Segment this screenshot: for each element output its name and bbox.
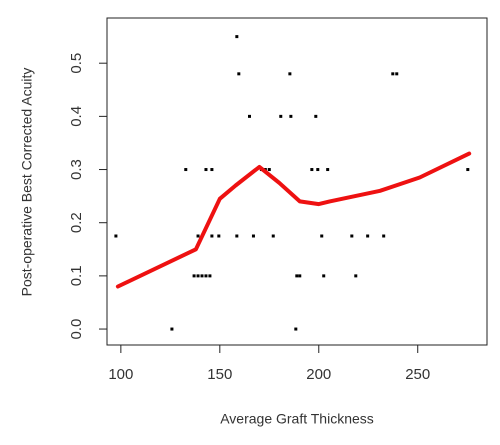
x-tick-label: 100 [108,366,133,383]
data-point [114,234,118,238]
data-point [289,114,293,118]
data-point [316,168,320,172]
data-point [210,234,214,238]
data-point [391,72,395,76]
data-point [204,274,208,278]
y-tick-label: 0.0 [68,319,85,340]
data-point [217,234,221,238]
data-point [210,168,214,172]
data-point [279,114,283,118]
data-point [294,327,298,331]
data-point [248,114,251,118]
smooth-line [115,151,472,289]
y-tick-label: 0.5 [68,53,85,74]
data-point [298,274,302,278]
data-point [251,234,255,238]
data-point [395,72,399,76]
y-tick-label: 0.4 [68,106,85,127]
data-point [184,168,188,172]
data-point [196,274,200,278]
data-point [170,327,174,331]
x-tick-label: 150 [207,366,232,383]
data-point [235,234,239,238]
x-tick-label: 250 [405,366,430,383]
data-point [310,168,314,172]
data-point [354,274,358,278]
data-point [196,234,200,238]
y-axis-title: Post-operative Best Corrected Acuity [19,68,35,297]
data-point [204,168,208,172]
data-point [320,234,324,238]
data-point [208,274,212,278]
data-point [366,234,370,238]
data-point [235,35,239,39]
data-point [200,274,204,278]
data-point [382,234,386,238]
y-tick-label: 0.2 [68,212,85,233]
y-tick-label: 0.3 [68,159,85,180]
data-point [295,274,299,278]
data-point [192,274,196,278]
data-point [466,168,470,172]
y-tick-label: 0.1 [68,265,85,286]
data-point [322,274,326,278]
data-point [326,168,330,172]
data-point [314,114,318,118]
plot-frame [106,17,488,346]
data-point [288,72,292,76]
data-point [271,234,275,238]
x-axis-title: Average Graft Thickness [220,411,374,427]
data-point [237,72,241,76]
x-tick-label: 200 [306,366,331,383]
data-point [267,168,271,172]
data-point [350,234,354,238]
